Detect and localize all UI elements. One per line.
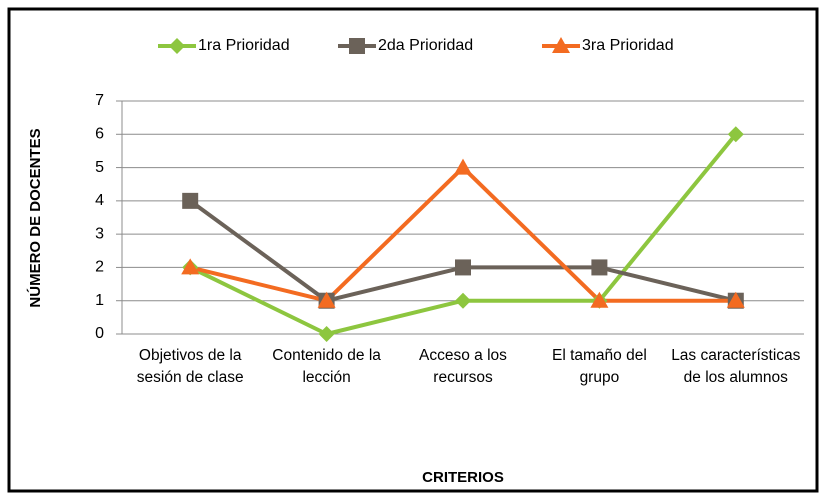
x-tick-label: Acceso a los recursos (419, 347, 507, 386)
marker (454, 158, 472, 175)
marker (181, 258, 200, 275)
legend-label: 2da Prioridad (378, 37, 473, 54)
y-tick-label: 5 (95, 159, 104, 176)
y-tick-label: 2 (95, 259, 104, 276)
x-tick-label: El tamaño del grupo (552, 347, 647, 386)
chart-border (7, 7, 819, 493)
marker (182, 192, 199, 209)
marker (591, 259, 608, 276)
marker (318, 326, 335, 342)
x-tick-label: Objetivos de la sesión de clase (136, 347, 244, 386)
marker (455, 292, 471, 309)
marker (349, 38, 365, 54)
x-tick-label: Las características de los alumnos (671, 347, 801, 386)
marker (552, 37, 570, 53)
legend-label: 3ra Prioridad (582, 37, 674, 54)
marker (727, 126, 744, 143)
marker (455, 259, 471, 276)
marker (590, 291, 609, 308)
marker (317, 291, 336, 308)
y-tick-label: 6 (95, 126, 104, 143)
x-tick-label: Contenido de la lección (272, 347, 381, 386)
x-axis-label: CRITERIOS (422, 469, 504, 486)
legend-label: 1ra Prioridad (198, 37, 290, 54)
marker (169, 38, 185, 54)
y-tick-label: 7 (95, 92, 104, 109)
y-tick-label: 4 (95, 192, 104, 209)
marker (726, 291, 745, 308)
y-tick-label: 3 (95, 225, 104, 242)
y-tick-label: 1 (95, 292, 104, 309)
y-axis-label: NÚMERO DE DOCENTES (26, 128, 44, 307)
y-tick-label: 0 (95, 325, 104, 342)
